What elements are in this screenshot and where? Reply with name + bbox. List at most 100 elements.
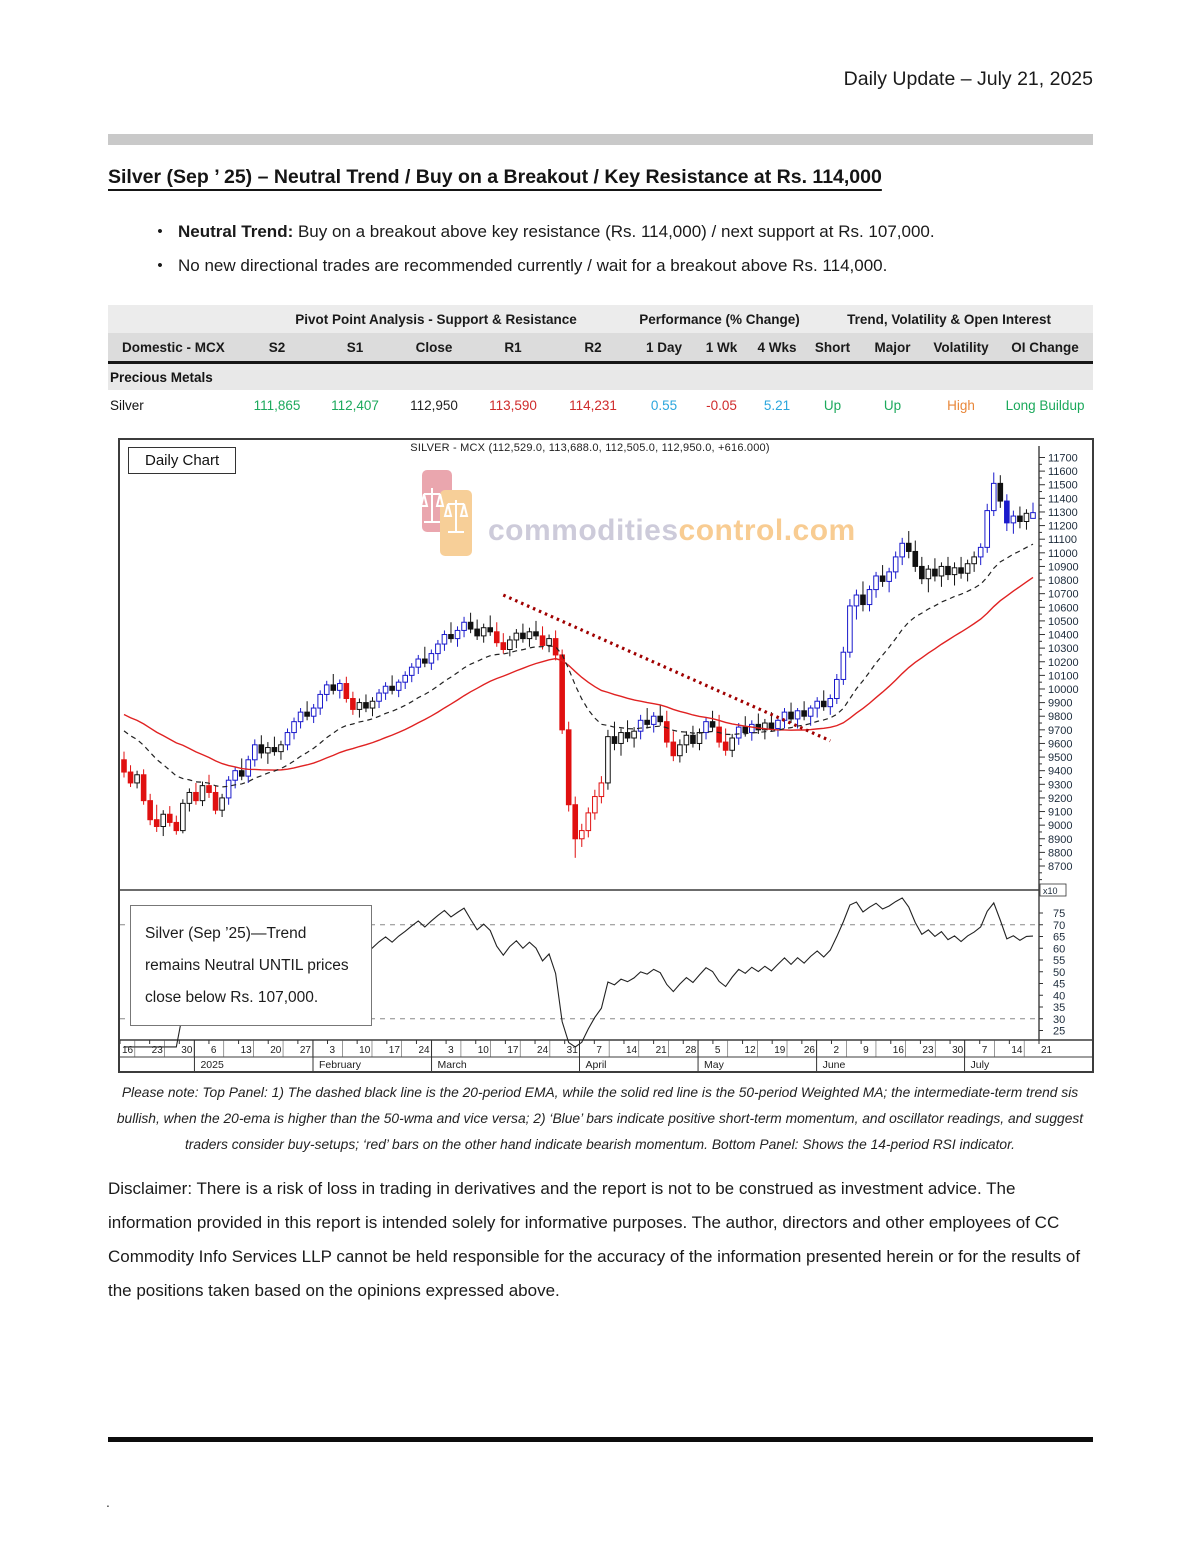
- svg-text:31: 31: [567, 1045, 579, 1056]
- svg-text:8800: 8800: [1048, 847, 1072, 859]
- value-cell: 111,865: [238, 390, 316, 420]
- value-cell: Up: [805, 390, 861, 420]
- svg-text:14: 14: [1011, 1045, 1023, 1056]
- svg-text:65: 65: [1053, 932, 1065, 944]
- value-cell: 112,950: [394, 390, 474, 420]
- svg-text:7: 7: [982, 1045, 988, 1056]
- section-label: Precious Metals: [108, 362, 1094, 390]
- svg-text:17: 17: [507, 1045, 519, 1056]
- bullet-icon: •: [157, 257, 163, 274]
- svg-text:20: 20: [270, 1045, 282, 1056]
- value-cell: -0.05: [694, 390, 750, 420]
- page-title: Daily Update – July 21, 2025: [843, 68, 1093, 90]
- svg-text:10600: 10600: [1048, 602, 1079, 614]
- svg-text:6: 6: [211, 1045, 217, 1056]
- svg-text:3: 3: [448, 1045, 454, 1056]
- svg-text:12: 12: [745, 1045, 757, 1056]
- bullet-item: • Neutral Trend: Buy on a breakout above …: [142, 220, 1092, 243]
- svg-text:9600: 9600: [1048, 738, 1072, 750]
- value-cell: Long Buildup: [997, 390, 1094, 420]
- value-cell: Up: [860, 390, 926, 420]
- svg-text:11300: 11300: [1048, 507, 1078, 519]
- svg-text:16: 16: [122, 1045, 134, 1056]
- svg-text:10100: 10100: [1048, 670, 1079, 682]
- chart-title: SILVER - MCX (112,529.0, 113,688.0, 112,…: [410, 442, 770, 454]
- value-cell: High: [925, 390, 998, 420]
- svg-text:9200: 9200: [1048, 793, 1072, 805]
- svg-text:75: 75: [1053, 908, 1065, 920]
- svg-text:10: 10: [478, 1045, 490, 1056]
- svg-text:11700: 11700: [1048, 453, 1078, 465]
- table-row: Precious Metals: [108, 362, 1094, 390]
- price-chart: 8700 8800 8900 9000 9100 9200 9300 9400 9500 9600…: [118, 438, 1094, 1073]
- svg-text:23: 23: [922, 1045, 934, 1056]
- svg-text:13: 13: [241, 1045, 253, 1056]
- svg-text:9400: 9400: [1048, 766, 1072, 778]
- svg-text:19: 19: [774, 1045, 786, 1056]
- header-divider: [108, 134, 1093, 145]
- group-header: Performance (% Change): [634, 305, 806, 333]
- column-header: OI Change: [997, 333, 1094, 364]
- svg-text:2025: 2025: [200, 1059, 224, 1071]
- svg-text:February: February: [319, 1059, 362, 1071]
- table-row: Silver 111,865 112,407 112,950 113,590 114,23…: [108, 390, 1094, 420]
- svg-text:9000: 9000: [1048, 820, 1072, 832]
- bullet-list: • Neutral Trend: Buy on a breakout above …: [142, 220, 1092, 288]
- value-cell: 113,590: [474, 390, 552, 420]
- svg-text:May: May: [704, 1059, 725, 1071]
- chart-annotation: Silver (Sep ’25)—Trend remains Neutral U…: [130, 905, 372, 1027]
- value-cell: 112,407: [316, 390, 394, 420]
- svg-text:9300: 9300: [1048, 779, 1072, 791]
- column-header: Close: [394, 333, 474, 364]
- svg-text:July: July: [971, 1059, 990, 1071]
- bullet-icon: •: [157, 223, 163, 240]
- svg-text:11400: 11400: [1048, 493, 1078, 505]
- svg-text:25: 25: [1053, 1026, 1065, 1038]
- svg-text:8900: 8900: [1048, 834, 1072, 846]
- svg-text:June: June: [823, 1059, 846, 1071]
- chart-panel-label: Daily Chart: [128, 447, 237, 474]
- column-header: R1: [474, 333, 552, 364]
- svg-text:3: 3: [330, 1045, 336, 1056]
- column-header: 1 Day: [634, 333, 695, 364]
- svg-text:24: 24: [537, 1045, 549, 1056]
- svg-text:9800: 9800: [1048, 711, 1072, 723]
- svg-text:35: 35: [1053, 1002, 1065, 1014]
- column-header: Short: [805, 333, 861, 364]
- svg-text:8700: 8700: [1048, 861, 1072, 873]
- svg-text:45: 45: [1053, 979, 1065, 991]
- svg-text:7: 7: [596, 1045, 602, 1056]
- svg-text:11600: 11600: [1048, 466, 1078, 478]
- svg-text:21: 21: [656, 1045, 668, 1056]
- svg-text:30: 30: [952, 1045, 964, 1056]
- svg-text:9100: 9100: [1048, 807, 1072, 819]
- svg-text:10200: 10200: [1048, 657, 1079, 669]
- column-header: S2: [238, 333, 316, 364]
- svg-text:March: March: [438, 1059, 467, 1071]
- column-header: Volatility: [925, 333, 998, 364]
- svg-text:28: 28: [685, 1045, 697, 1056]
- column-header: S1: [316, 333, 394, 364]
- svg-text:16: 16: [893, 1045, 905, 1056]
- svg-text:9: 9: [863, 1045, 869, 1056]
- column-header: Domestic - MCX: [108, 333, 238, 364]
- svg-text:9500: 9500: [1048, 752, 1072, 764]
- svg-text:55: 55: [1053, 955, 1065, 967]
- table-corner-cell: [108, 305, 238, 333]
- group-header: Trend, Volatility & Open Interest: [805, 305, 1094, 333]
- svg-text:April: April: [586, 1059, 607, 1071]
- svg-text:40: 40: [1053, 990, 1065, 1002]
- table-row: Domestic - MCX S2 S1 Close R1 R2 1 Day 1 Wk 4 Wk…: [108, 333, 1094, 364]
- svg-text:10: 10: [359, 1045, 371, 1056]
- svg-text:60: 60: [1053, 943, 1065, 955]
- footer-dot: .: [106, 1494, 110, 1510]
- svg-text:9900: 9900: [1048, 698, 1072, 710]
- column-header: 1 Wk: [694, 333, 750, 364]
- svg-text:10900: 10900: [1048, 561, 1079, 573]
- svg-text:5: 5: [715, 1045, 721, 1056]
- svg-text:9700: 9700: [1048, 725, 1072, 737]
- value-cell: 5.21: [749, 390, 806, 420]
- svg-text:11200: 11200: [1048, 521, 1078, 533]
- value-cell: 114,231: [552, 390, 635, 420]
